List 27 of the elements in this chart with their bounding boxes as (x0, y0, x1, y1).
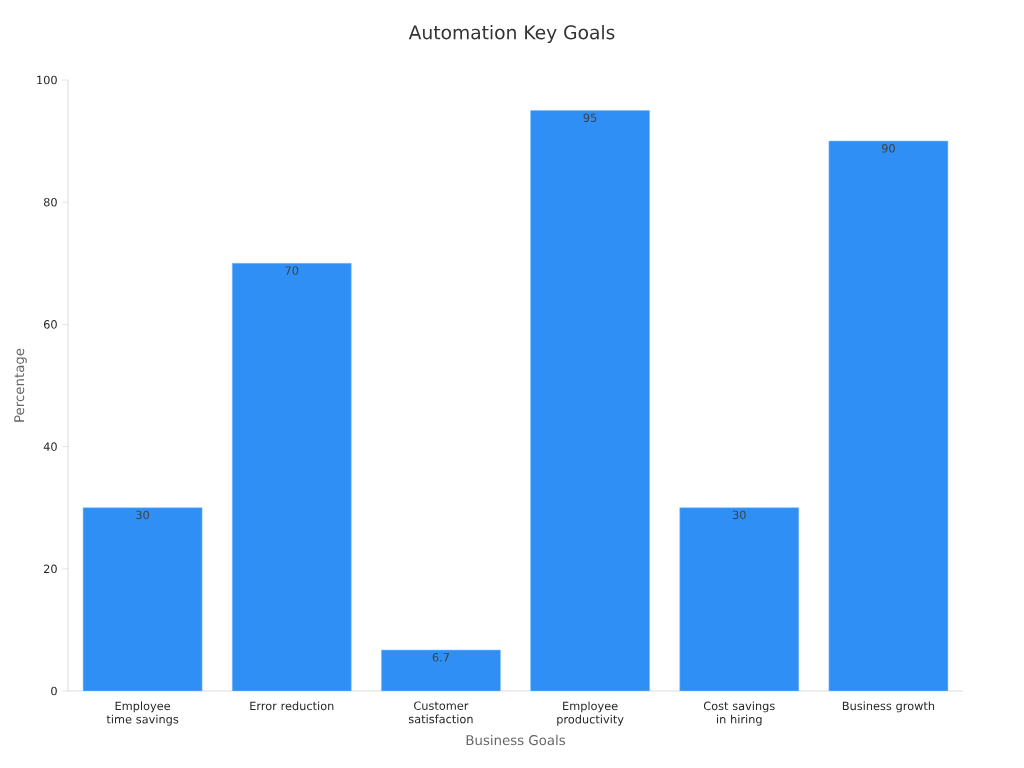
bar (231, 263, 352, 691)
y-tick-label: 20 (44, 564, 57, 574)
data-label: 70 (285, 266, 299, 275)
x-axis-title: Business Goals (466, 734, 566, 746)
y-tick-label: 60 (43, 320, 57, 329)
y-axis-title: Percentage (14, 348, 27, 422)
bar (828, 140, 949, 691)
y-tick-label: 80 (43, 197, 57, 207)
x-tick-label: Customer satisfaction (408, 701, 473, 724)
chart-title: Automation Key Goals (408, 24, 615, 44)
x-tick-label: Employee time savings (106, 701, 179, 726)
x-tick-label: Business growth (842, 701, 935, 713)
x-tick-label: Cost savings in hiring (703, 701, 775, 726)
bar (530, 110, 650, 691)
x-tick-label: Error reduction (250, 701, 334, 711)
y-tick-label: 40 (43, 442, 57, 451)
data-label: 6.7 (432, 653, 449, 662)
data-label: 30 (136, 510, 150, 520)
bar (679, 507, 800, 691)
y-tick-label: 0 (51, 686, 57, 696)
bar (381, 649, 501, 691)
data-label: 95 (583, 113, 597, 123)
x-tick-label: Employee productivity (557, 701, 624, 726)
y-tick-label: 100 (37, 75, 57, 85)
data-label: 30 (732, 510, 746, 520)
data-label: 90 (881, 144, 895, 153)
bar (82, 507, 203, 691)
